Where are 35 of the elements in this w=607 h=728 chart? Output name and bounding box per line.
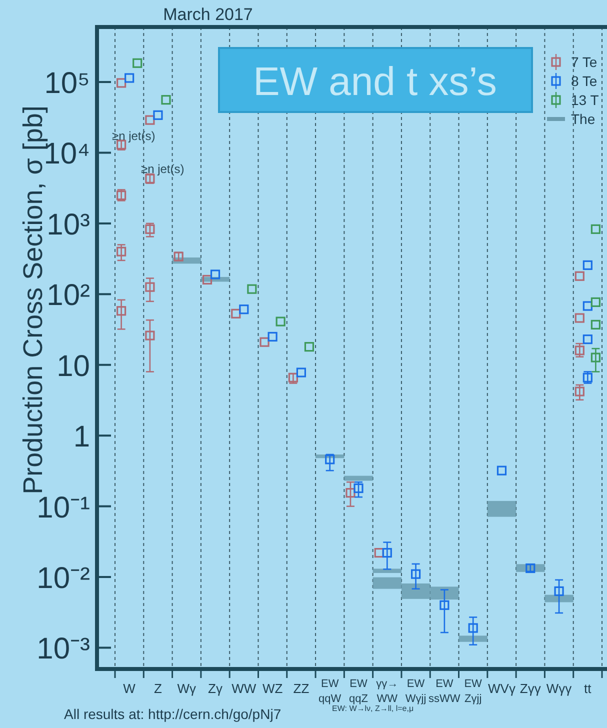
x-tick-label: Wγ xyxy=(177,681,196,696)
annotation: ≥n jet(s) xyxy=(141,162,184,176)
y-tick-label: 10⁵ xyxy=(44,67,90,100)
x-tick-label: Zγγ xyxy=(520,681,542,696)
legend-label: 8 Te xyxy=(571,73,598,89)
x-tick-label: EW ssWW xyxy=(428,678,461,705)
x-tick-label: WW xyxy=(232,681,257,696)
y-tick-label: 10⁻² xyxy=(36,562,90,596)
text: EW: W→lν, Z→ll, l=e,μ xyxy=(332,704,414,713)
y-tick-label: 10² xyxy=(46,279,90,312)
legend-label: 13 T xyxy=(571,92,600,108)
annotation: EW and t xs’s xyxy=(253,60,497,104)
x-tick-label: EW Zγjj xyxy=(464,678,483,705)
y-tick-label: 10⁻³ xyxy=(36,632,90,666)
y-tick-label: 10⁻¹ xyxy=(36,491,90,524)
x-tick-label: tt xyxy=(584,681,592,696)
x-tick-label: Wγγ xyxy=(546,681,572,696)
x-tick-label: WVγ xyxy=(488,681,516,696)
x-tick-label: γγ→WW xyxy=(376,678,398,705)
y-tick-label: 10 xyxy=(56,350,90,383)
y-tick-label: 10³ xyxy=(46,208,90,242)
x-tick-label: EW Wγjj xyxy=(405,678,426,705)
x-tick-label: EW qqW xyxy=(318,678,342,705)
x-tick-label: WZ xyxy=(262,681,283,696)
x-tick-label: Z xyxy=(154,681,162,696)
annotation: ≥n jet(s) xyxy=(112,129,156,143)
x-tick-label: W xyxy=(123,681,136,696)
x-tick-label: ZZ xyxy=(293,681,310,696)
text: All results at: http://cern.ch/go/pNj7 xyxy=(64,706,282,722)
x-tick-label: Zγ xyxy=(208,681,223,696)
chart-title: March 2017 xyxy=(163,5,253,24)
legend-label: 7 Te xyxy=(571,54,598,70)
y-tick-label: 1 xyxy=(73,420,90,454)
legend-label: The xyxy=(571,111,596,127)
x-tick-label: EW qqZ xyxy=(349,678,368,705)
